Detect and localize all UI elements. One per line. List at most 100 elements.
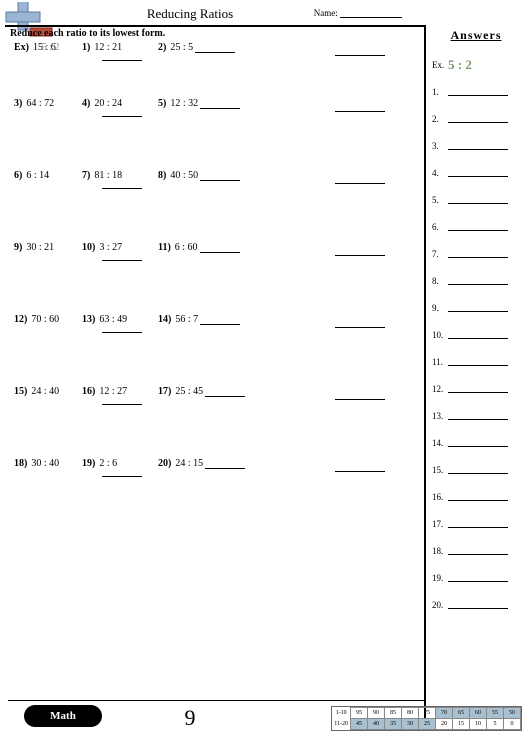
answer-blank[interactable] xyxy=(205,388,245,397)
answer-line[interactable] xyxy=(448,222,508,231)
answer-blank[interactable] xyxy=(200,244,240,253)
answer-line[interactable] xyxy=(448,600,508,609)
answer-line[interactable] xyxy=(448,114,508,123)
answer-line[interactable] xyxy=(448,519,508,528)
answer-line[interactable] xyxy=(448,357,508,366)
problem-label: 18) xyxy=(14,458,27,469)
problem-label: 19) xyxy=(82,458,95,469)
problem: 8)40 : 50 xyxy=(158,170,240,181)
row-answer-blank[interactable] xyxy=(335,103,385,112)
problem-label: 3) xyxy=(14,98,22,109)
problem: 17)25 : 45 xyxy=(158,386,245,397)
answer-row: 11. xyxy=(432,348,520,375)
answer-blank[interactable] xyxy=(102,108,142,117)
instruction: Reduce each ratio to its lowest form. xyxy=(10,28,165,39)
problem: 1)12 : 21 xyxy=(82,42,122,53)
score-cell: 10 xyxy=(470,719,487,730)
name-blank[interactable] xyxy=(340,9,402,18)
answer-row: 8. xyxy=(432,267,520,294)
answer-line[interactable] xyxy=(448,303,508,312)
answer-row: 12. xyxy=(432,375,520,402)
answer-blank[interactable] xyxy=(205,460,245,469)
ratio-text: 64 : 72 xyxy=(26,98,54,109)
problem-label: 9) xyxy=(14,242,22,253)
answer-blank[interactable] xyxy=(102,468,142,477)
answer-blank[interactable] xyxy=(102,52,142,61)
answer-line[interactable] xyxy=(448,249,508,258)
score-range-label: 1-10 xyxy=(332,708,350,719)
answer-blank[interactable] xyxy=(102,324,142,333)
answer-line[interactable] xyxy=(448,546,508,555)
answer-num: 19. xyxy=(432,573,448,583)
score-cell: 75 xyxy=(419,708,436,719)
answer-line[interactable] xyxy=(448,573,508,582)
answer-num: 6. xyxy=(432,222,448,232)
answer-line[interactable] xyxy=(448,411,508,420)
problem: 6)6 : 14 xyxy=(14,170,49,181)
answer-blank[interactable] xyxy=(200,316,240,325)
problem: 16)12 : 27 xyxy=(82,386,127,397)
score-cell: 0 xyxy=(504,719,521,730)
problem-label: Ex) xyxy=(14,42,29,53)
problem-row: 18)30 : 4019)2 : 620)24 : 15 xyxy=(14,458,415,530)
problem-label: 10) xyxy=(82,242,95,253)
problem: 19)2 : 6 xyxy=(82,458,117,469)
problem-label: 17) xyxy=(158,386,171,397)
answer-num: 13. xyxy=(432,411,448,421)
score-cell: 5 xyxy=(487,719,504,730)
row-answer-blank[interactable] xyxy=(335,391,385,400)
problem-row: 6)6 : 14 7)81 : 18 8)40 : 50 xyxy=(14,170,415,242)
answer-line[interactable] xyxy=(448,141,508,150)
answer-blank[interactable] xyxy=(195,44,235,53)
answer-row: 16. xyxy=(432,483,520,510)
problem: 7)81 : 18 xyxy=(82,170,122,181)
ratio-text: 25 : 5 xyxy=(170,42,193,53)
answer-line[interactable] xyxy=(448,195,508,204)
row-answer-blank[interactable] xyxy=(335,175,385,184)
problem: 11)6 : 60 xyxy=(158,242,240,253)
answer-num: 15. xyxy=(432,465,448,475)
answer-line[interactable] xyxy=(448,384,508,393)
answer-line[interactable] xyxy=(448,276,508,285)
example-answer: 5 : 2 xyxy=(42,42,60,53)
answer-row: 6. xyxy=(432,213,520,240)
row-answer-blank[interactable] xyxy=(335,319,385,328)
answer-blank[interactable] xyxy=(102,252,142,261)
example-answer-value: 5 : 2 xyxy=(448,57,472,73)
answer-num: 1. xyxy=(432,87,448,97)
score-cell: 70 xyxy=(436,708,453,719)
problem-row: 12)70 : 6013)63 : 4914)56 : 7 xyxy=(14,314,415,386)
answer-line[interactable] xyxy=(448,465,508,474)
answer-num: 16. xyxy=(432,492,448,502)
answer-num: 20. xyxy=(432,600,448,610)
answer-row: 7. xyxy=(432,240,520,267)
answer-row: 20. xyxy=(432,591,520,618)
row-answer-blank[interactable] xyxy=(335,247,385,256)
problem: 2)25 : 5 xyxy=(158,42,235,53)
answer-row: 10. xyxy=(432,321,520,348)
answer-line[interactable] xyxy=(448,87,508,96)
answer-line[interactable] xyxy=(448,330,508,339)
answer-blank[interactable] xyxy=(102,396,142,405)
row-answer-blank[interactable] xyxy=(335,463,385,472)
score-cell: 60 xyxy=(470,708,487,719)
problem: 13)63 : 49 xyxy=(82,314,127,325)
answer-blank[interactable] xyxy=(200,100,240,109)
row-answer-blank[interactable] xyxy=(335,47,385,56)
answer-line[interactable] xyxy=(448,438,508,447)
problem-label: 20) xyxy=(158,458,171,469)
answer-line[interactable] xyxy=(448,168,508,177)
answers-heading: Answers xyxy=(432,28,520,43)
answer-row: 5. xyxy=(432,186,520,213)
answer-num: 17. xyxy=(432,519,448,529)
answer-blank[interactable] xyxy=(102,180,142,189)
problem-label: 5) xyxy=(158,98,166,109)
answer-row: 1. xyxy=(432,78,520,105)
answer-line[interactable] xyxy=(448,492,508,501)
problem-label: 15) xyxy=(14,386,27,397)
answer-num: 4. xyxy=(432,168,448,178)
answer-row: 19. xyxy=(432,564,520,591)
answer-blank[interactable] xyxy=(200,172,240,181)
problem-row: 15)24 : 4016)12 : 2717)25 : 45 xyxy=(14,386,415,458)
score-cell: 95 xyxy=(351,708,368,719)
